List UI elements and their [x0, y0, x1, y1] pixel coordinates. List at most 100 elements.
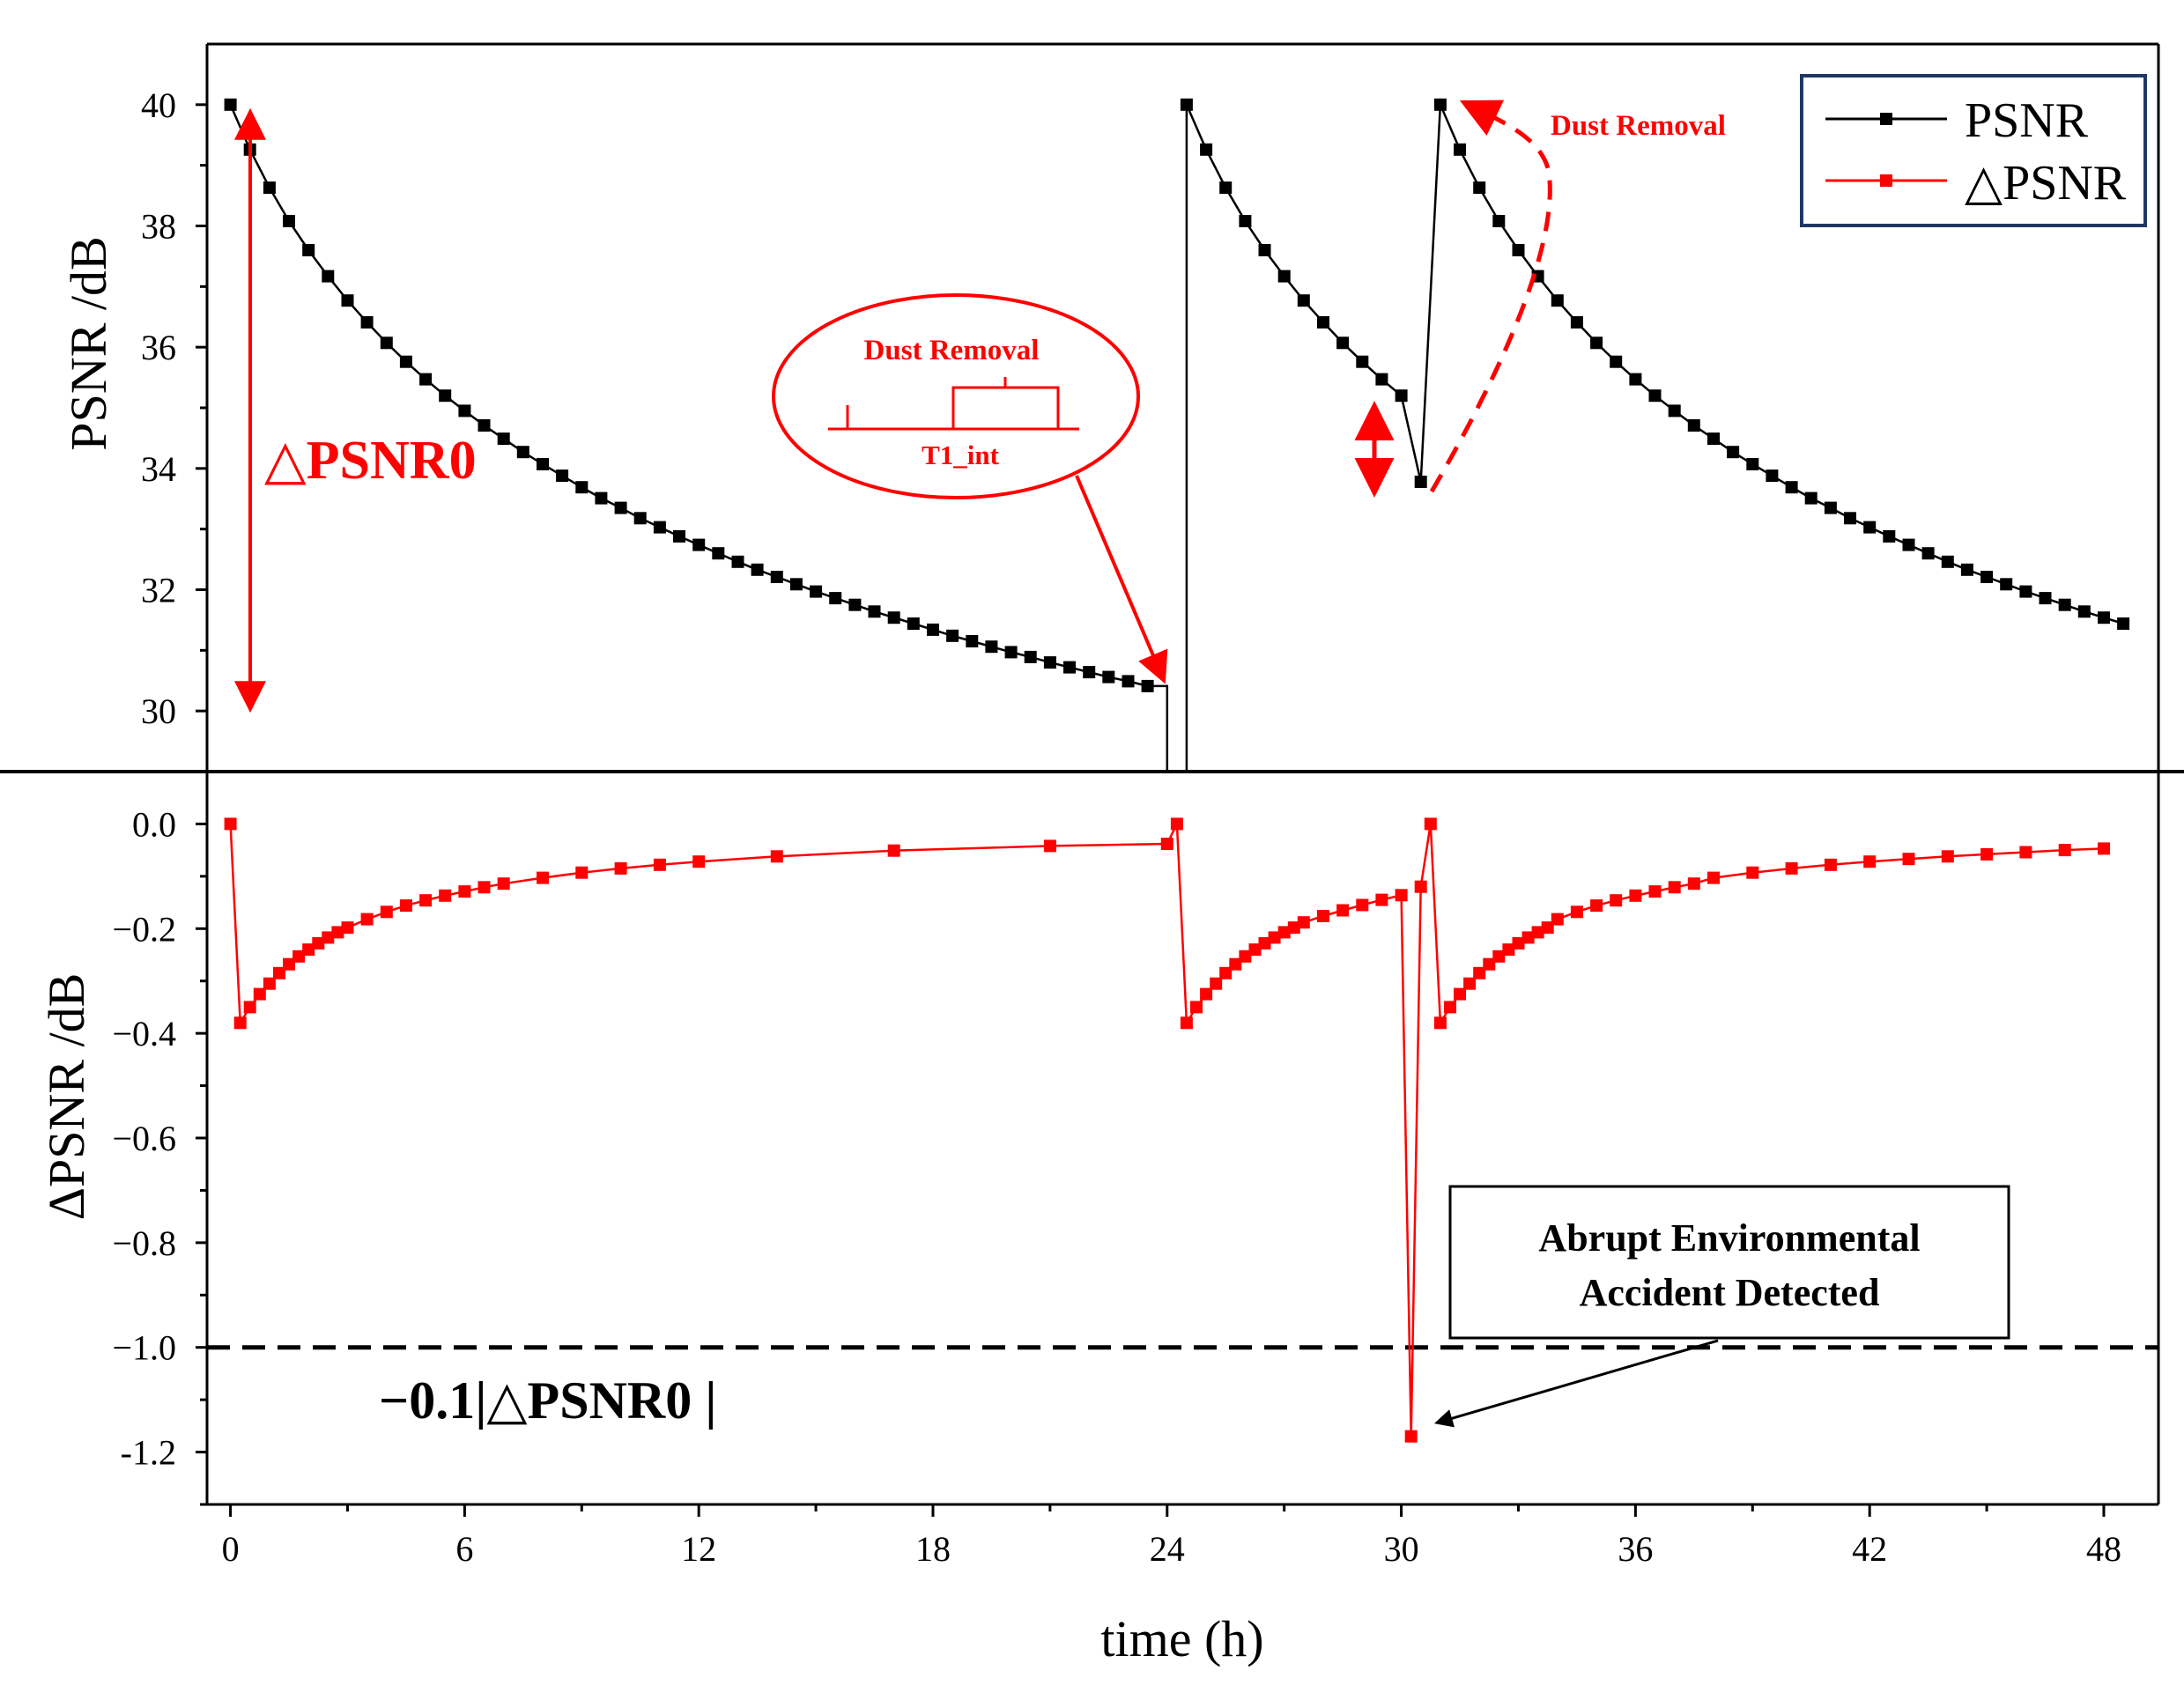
psnr-point: [673, 529, 685, 543]
delta-psnr-point: [1258, 936, 1271, 950]
delta-psnr-point: [1424, 817, 1437, 831]
delta-psnr-point: [653, 858, 666, 871]
delta-psnr-point: [458, 885, 471, 898]
bottom-y-tick-label: -1.2: [121, 1433, 176, 1473]
psnr-point: [633, 512, 647, 525]
delta-psnr-point: [1287, 921, 1300, 935]
x-tick-label: 36: [1618, 1529, 1653, 1569]
psnr-point: [458, 404, 471, 418]
legend-dpsnr-label: △PSNR: [1965, 156, 2127, 211]
psnr-point: [1551, 294, 1564, 307]
bottom-y-axis-label: ΔPSNR /dB: [38, 973, 95, 1221]
psnr-point: [1102, 670, 1115, 684]
psnr-point: [887, 611, 900, 624]
delta-psnr-point: [1902, 853, 1915, 866]
psnr-point: [1004, 646, 1018, 659]
psnr-point: [2058, 598, 2071, 611]
delta-psnr-line: [229, 823, 2105, 1437]
delta-psnr-point: [1190, 1001, 1203, 1014]
psnr-point: [439, 389, 452, 403]
delta-psnr-point: [263, 977, 276, 990]
psnr-point: [1239, 215, 1252, 227]
psnr-point: [1297, 294, 1310, 307]
psnr-point: [1804, 491, 1818, 505]
x-tick-label: 30: [1384, 1529, 1419, 1569]
delta-psnr-point: [380, 905, 393, 919]
psnr-point: [907, 617, 920, 630]
delta-psnr-point: [233, 1016, 247, 1030]
psnr-point: [399, 355, 412, 368]
delta-psnr-point: [322, 931, 335, 944]
delta-psnr-point: [1043, 839, 1056, 853]
psnr-point: [868, 605, 881, 618]
top-y-axis-label: PSNR /dB: [60, 236, 117, 450]
psnr-point: [1433, 98, 1447, 111]
psnr-point: [1785, 481, 1798, 494]
psnr-point: [575, 481, 589, 494]
delta-psnr-point: [1170, 817, 1183, 831]
bottom-y-tick-label: −0.4: [112, 1014, 176, 1053]
psnr-point: [1492, 215, 1506, 227]
bottom-y-tick-label: −1.0: [112, 1328, 176, 1368]
psnr-point: [302, 244, 315, 256]
delta-psnr-series: [224, 817, 2110, 1443]
psnr-point: [2039, 592, 2052, 605]
top-y-tick-label: 34: [141, 449, 176, 489]
delta-psnr-point: [1610, 894, 1623, 907]
top-y-tick-label: 36: [141, 328, 176, 367]
psnr-point: [1707, 432, 1720, 446]
delta-psnr-point: [224, 817, 237, 831]
delta-psnr-point: [1863, 855, 1877, 868]
psnr-point: [1258, 244, 1271, 256]
psnr-point: [1727, 446, 1740, 459]
psnr-point: [1648, 389, 1662, 403]
delta-psnr-point: [1200, 987, 1213, 1001]
psnr-point: [1960, 563, 1973, 576]
accident-pointer-arrow: [1433, 1339, 1719, 1428]
psnr-point: [1024, 650, 1037, 663]
delta-psnr-point: [1444, 1001, 1456, 1014]
delta-psnr-point: [1541, 921, 1554, 935]
psnr-point: [341, 294, 354, 307]
delta-psnr-point: [1512, 936, 1525, 950]
psnr-point: [1473, 181, 1486, 195]
delta-psnr-point: [439, 889, 452, 902]
psnr-point: [360, 315, 374, 329]
delta-psnr-point: [331, 926, 344, 939]
psnr-point: [224, 98, 237, 111]
psnr-point: [537, 458, 549, 470]
psnr-point: [770, 571, 783, 583]
delta-psnr-point: [243, 1001, 256, 1014]
psnr-point: [1824, 501, 1837, 514]
top-y-tick-label: 40: [141, 85, 176, 125]
psnr-point: [1610, 355, 1623, 368]
delta-psnr-point: [1180, 1016, 1193, 1030]
psnr-point: [966, 635, 979, 647]
psnr-point: [2077, 605, 2091, 618]
inset-pointer-arrow: [1075, 475, 1168, 684]
delta-psnr-point: [1502, 943, 1515, 957]
psnr-point: [810, 585, 823, 598]
delta-psnr-point: [1590, 899, 1603, 913]
inset-label-top: Dust Removal: [864, 335, 1040, 366]
legend-psnr-marker: [1880, 113, 1892, 125]
psnr-point: [1863, 521, 1877, 534]
bottom-y-ticks: 0.0 −0.2 −0.4 −0.6 −0.8 −1.0 -1.2: [112, 804, 207, 1506]
psnr-point: [1317, 315, 1329, 329]
delta-psnr-point: [1629, 889, 1642, 902]
psnr-point: [2019, 585, 2032, 598]
delta-psnr-point: [1463, 977, 1477, 990]
delta-psnr-point: [283, 957, 295, 971]
delta-psnr-point: [419, 894, 433, 907]
psnr-point: [946, 629, 959, 642]
delta-psnr-point: [302, 943, 315, 957]
legend-dpsnr-marker: [1880, 174, 1892, 187]
psnr-point: [1414, 476, 1427, 488]
psnr-point: [985, 640, 998, 654]
psnr-point: [1336, 336, 1350, 350]
psnr-point: [497, 432, 510, 446]
bottom-y-tick-label: −0.8: [112, 1223, 176, 1263]
psnr-point: [1141, 679, 1154, 692]
psnr-point: [614, 501, 627, 514]
delta-psnr-point: [1687, 877, 1700, 891]
